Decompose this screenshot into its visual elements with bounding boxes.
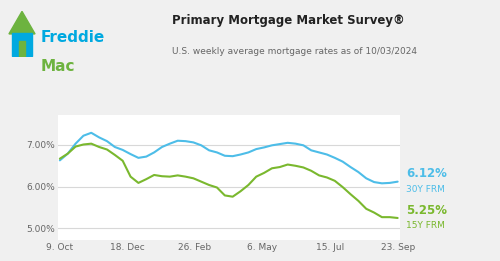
Text: 15Y FRM: 15Y FRM [406, 221, 445, 230]
Text: 6.12%: 6.12% [406, 167, 447, 180]
Text: Freddie: Freddie [41, 30, 105, 45]
Polygon shape [12, 33, 32, 56]
Text: 30Y FRM: 30Y FRM [406, 185, 445, 194]
Text: 5.25%: 5.25% [406, 204, 447, 217]
Text: Primary Mortgage Market Survey®: Primary Mortgage Market Survey® [172, 14, 405, 27]
Text: U.S. weekly average mortgage rates as of 10/03/2024: U.S. weekly average mortgage rates as of… [172, 47, 418, 56]
Polygon shape [18, 41, 26, 56]
Polygon shape [9, 11, 35, 34]
Text: Mac: Mac [41, 59, 76, 74]
